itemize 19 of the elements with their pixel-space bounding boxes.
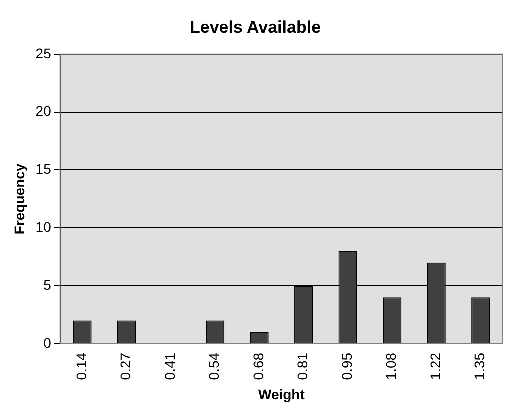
x-tick-label: 0.41	[162, 352, 178, 380]
y-tick-label: 10	[36, 218, 52, 235]
x-tick-label: 0.14	[73, 352, 90, 380]
y-axis-title: Frequency	[11, 164, 28, 235]
x-axis-title: Weight	[258, 386, 306, 402]
x-tick-label: 0.95	[338, 352, 355, 380]
x-tick-label: 1.08	[383, 352, 400, 380]
x-tick-label: 1.35	[472, 352, 488, 380]
chart-title: Levels Available	[190, 18, 322, 37]
y-tick-label: 0	[44, 334, 52, 351]
y-tick-label: 20	[36, 103, 52, 120]
x-tick-label: 0.54	[206, 352, 222, 380]
x-tick-label: 0.68	[250, 352, 266, 380]
y-tick-label: 5	[44, 276, 52, 293]
x-tick-label: 1.22	[427, 352, 444, 380]
x-tick-label: 0.27	[118, 352, 134, 380]
x-tick-label: 0.81	[294, 352, 311, 380]
y-tick-label: 25	[36, 45, 52, 62]
y-tick-label: 15	[36, 161, 52, 178]
